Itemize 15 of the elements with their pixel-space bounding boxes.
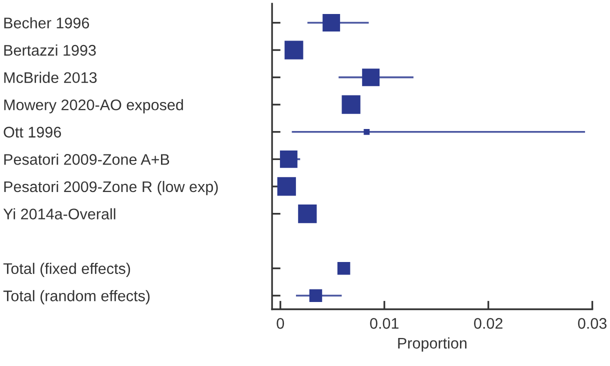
y-tick-label: Ott 1996	[4, 126, 61, 138]
x-tick-label: 0.02	[474, 318, 502, 329]
y-tick-label: Pesatori 2009-Zone R (low exp)	[4, 180, 218, 196]
y-tick-label: Total (fixed effects)	[3, 262, 130, 278]
y-tick-label: Yi 2014a-Overall	[3, 208, 116, 220]
x-tick-label: 0.03	[578, 318, 607, 329]
y-tick-label: Pesatori 2009-Zone A+B	[4, 154, 170, 165]
x-tick-label: 0.01	[370, 318, 398, 329]
y-tick-label: Becher 1996	[4, 17, 90, 28]
x-tick-label: 0	[276, 318, 284, 329]
y-tick-label: Mowery 2020-AO exposed	[4, 99, 183, 114]
y-tick-label: Total (random effects)	[3, 290, 150, 304]
x-axis-title: Proportion	[398, 337, 466, 352]
y-tick-label: Bertazzi 1993	[4, 44, 96, 56]
y-tick-label: McBride 2013	[4, 72, 97, 84]
